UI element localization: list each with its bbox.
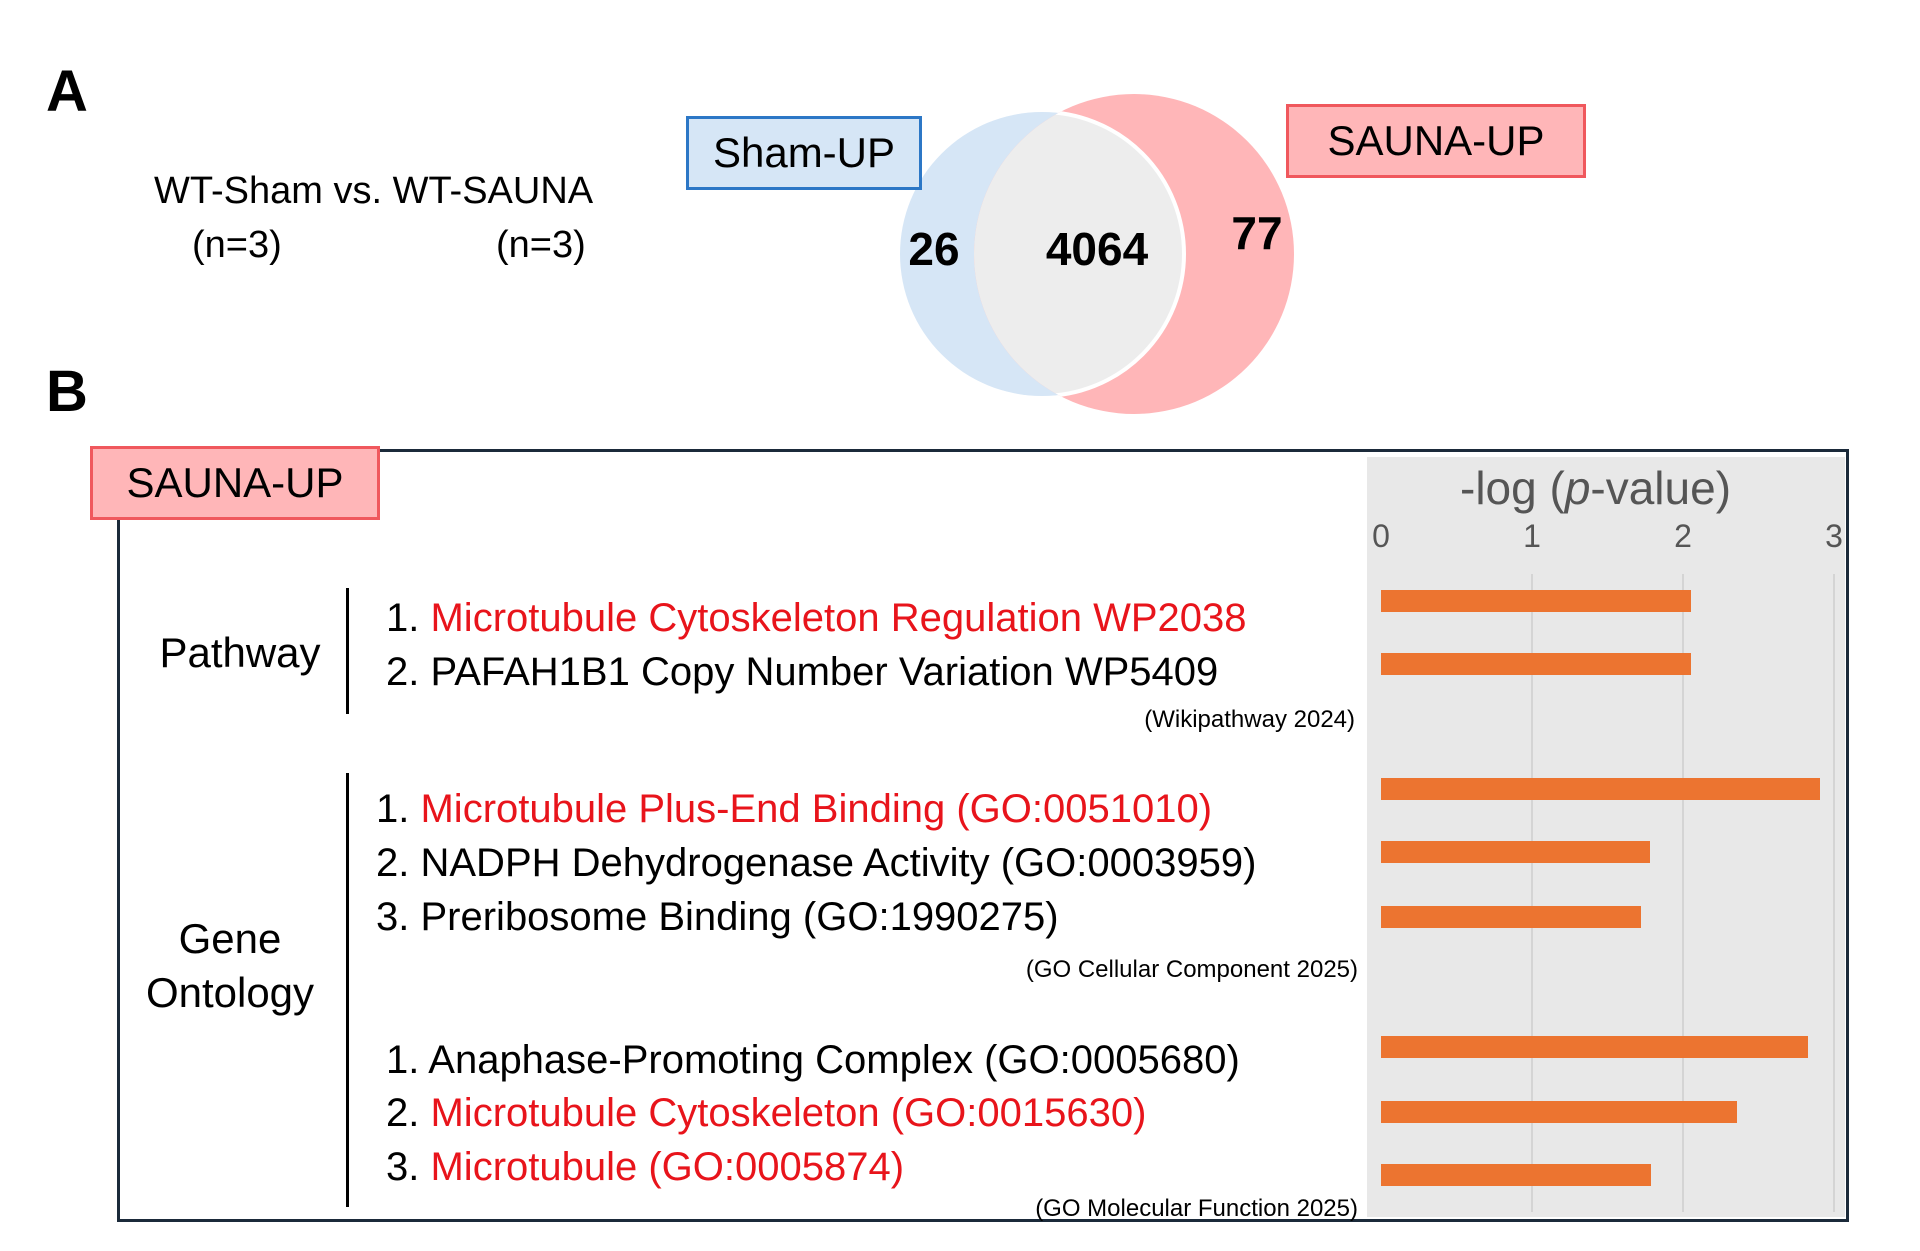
plot-area <box>1367 457 1845 1217</box>
term-row: 2. PAFAH1B1 Copy Number Variation WP5409 <box>386 650 1218 695</box>
term-row: 1. Anaphase-Promoting Complex (GO:000568… <box>386 1038 1240 1083</box>
term-number: 1. <box>386 1038 429 1082</box>
sauna-n-label: (n=3) <box>496 224 586 266</box>
chart-title: -log (p-value) <box>1460 461 1731 515</box>
enrichment-panel-frame <box>117 449 1849 1222</box>
term-row: 3. Preribosome Binding (GO:1990275) <box>376 895 1059 940</box>
term-text: Microtubule (GO:0005874) <box>430 1145 905 1189</box>
bar <box>1381 653 1691 675</box>
sham-up-label: Sham-UP <box>686 116 922 190</box>
venn-overlap-count: 4064 <box>1045 223 1149 275</box>
bar <box>1381 1101 1738 1123</box>
gridline <box>1531 574 1533 1212</box>
source-label: (Wikipathway 2024) <box>1144 706 1355 733</box>
bar <box>1381 778 1821 800</box>
gridline <box>1833 574 1835 1212</box>
panel-label-b: B <box>46 359 88 424</box>
term-number: 2. <box>386 1091 431 1135</box>
gridline <box>1682 574 1684 1212</box>
term-text: Preribosome Binding (GO:1990275) <box>420 895 1059 939</box>
bar <box>1381 1036 1809 1058</box>
chart-title-pre: -log ( <box>1460 462 1565 514</box>
term-row: 3. Microtubule (GO:0005874) <box>386 1145 904 1190</box>
term-number: 1. <box>386 596 431 640</box>
term-row: 1. Microtubule Plus-End Binding (GO:0051… <box>376 787 1212 832</box>
x-tick-label: 3 <box>1825 518 1843 554</box>
term-number: 1. <box>376 787 421 831</box>
bar <box>1381 590 1691 612</box>
category-pathway: Pathway <box>159 629 321 676</box>
term-text: Microtubule Plus-End Binding (GO:0051010… <box>420 787 1213 831</box>
x-tick-label: 0 <box>1372 518 1390 554</box>
panel-b-tag: SAUNA-UP <box>90 446 380 520</box>
term-row: 1. Microtubule Cytoskeleton Regulation W… <box>386 596 1246 641</box>
term-number: 3. <box>376 895 421 939</box>
term-row: 2. Microtubule Cytoskeleton (GO:0015630) <box>386 1091 1146 1136</box>
panel-label-a: A <box>46 59 88 124</box>
venn-diagram <box>900 94 1294 414</box>
term-number: 2. <box>386 650 431 694</box>
term-text: Microtubule Cytoskeleton (GO:0015630) <box>430 1091 1147 1135</box>
x-tick-label: 2 <box>1674 518 1692 554</box>
gene-ontology-divider <box>346 773 349 1207</box>
term-number: 3. <box>386 1145 431 1189</box>
x-tick-label: 1 <box>1523 518 1541 554</box>
category-gene-ontology: Gene Ontology <box>130 912 330 1020</box>
pathway-divider <box>346 588 349 714</box>
category-go-line2: Ontology <box>145 969 315 1016</box>
comparison-title: WT-Sham vs. WT-SAUNA <box>154 170 594 212</box>
bar <box>1381 906 1641 928</box>
category-go-line1: Gene <box>178 915 282 962</box>
chart-title-post: -value) <box>1590 462 1732 514</box>
term-text: Anaphase-Promoting Complex (GO:0005680) <box>428 1038 1240 1082</box>
chart-title-italic: p <box>1564 462 1591 514</box>
sauna-up-label: SAUNA-UP <box>1286 104 1586 178</box>
sham-n-label: (n=3) <box>192 224 282 266</box>
term-text: Microtubule Cytoskeleton Regulation WP20… <box>430 596 1247 640</box>
source-label: (GO Molecular Function 2025) <box>1035 1195 1358 1222</box>
bar <box>1381 841 1650 863</box>
source-label: (GO Cellular Component 2025) <box>1025 956 1358 983</box>
venn-right-only-count: 77 <box>1231 207 1283 259</box>
term-text: NADPH Dehydrogenase Activity (GO:0003959… <box>420 841 1257 885</box>
term-text: PAFAH1B1 Copy Number Variation WP5409 <box>430 650 1219 694</box>
bar <box>1381 1164 1652 1186</box>
term-row: 2. NADPH Dehydrogenase Activity (GO:0003… <box>376 841 1256 886</box>
term-number: 2. <box>376 841 421 885</box>
venn-left-only-count: 26 <box>908 223 960 275</box>
